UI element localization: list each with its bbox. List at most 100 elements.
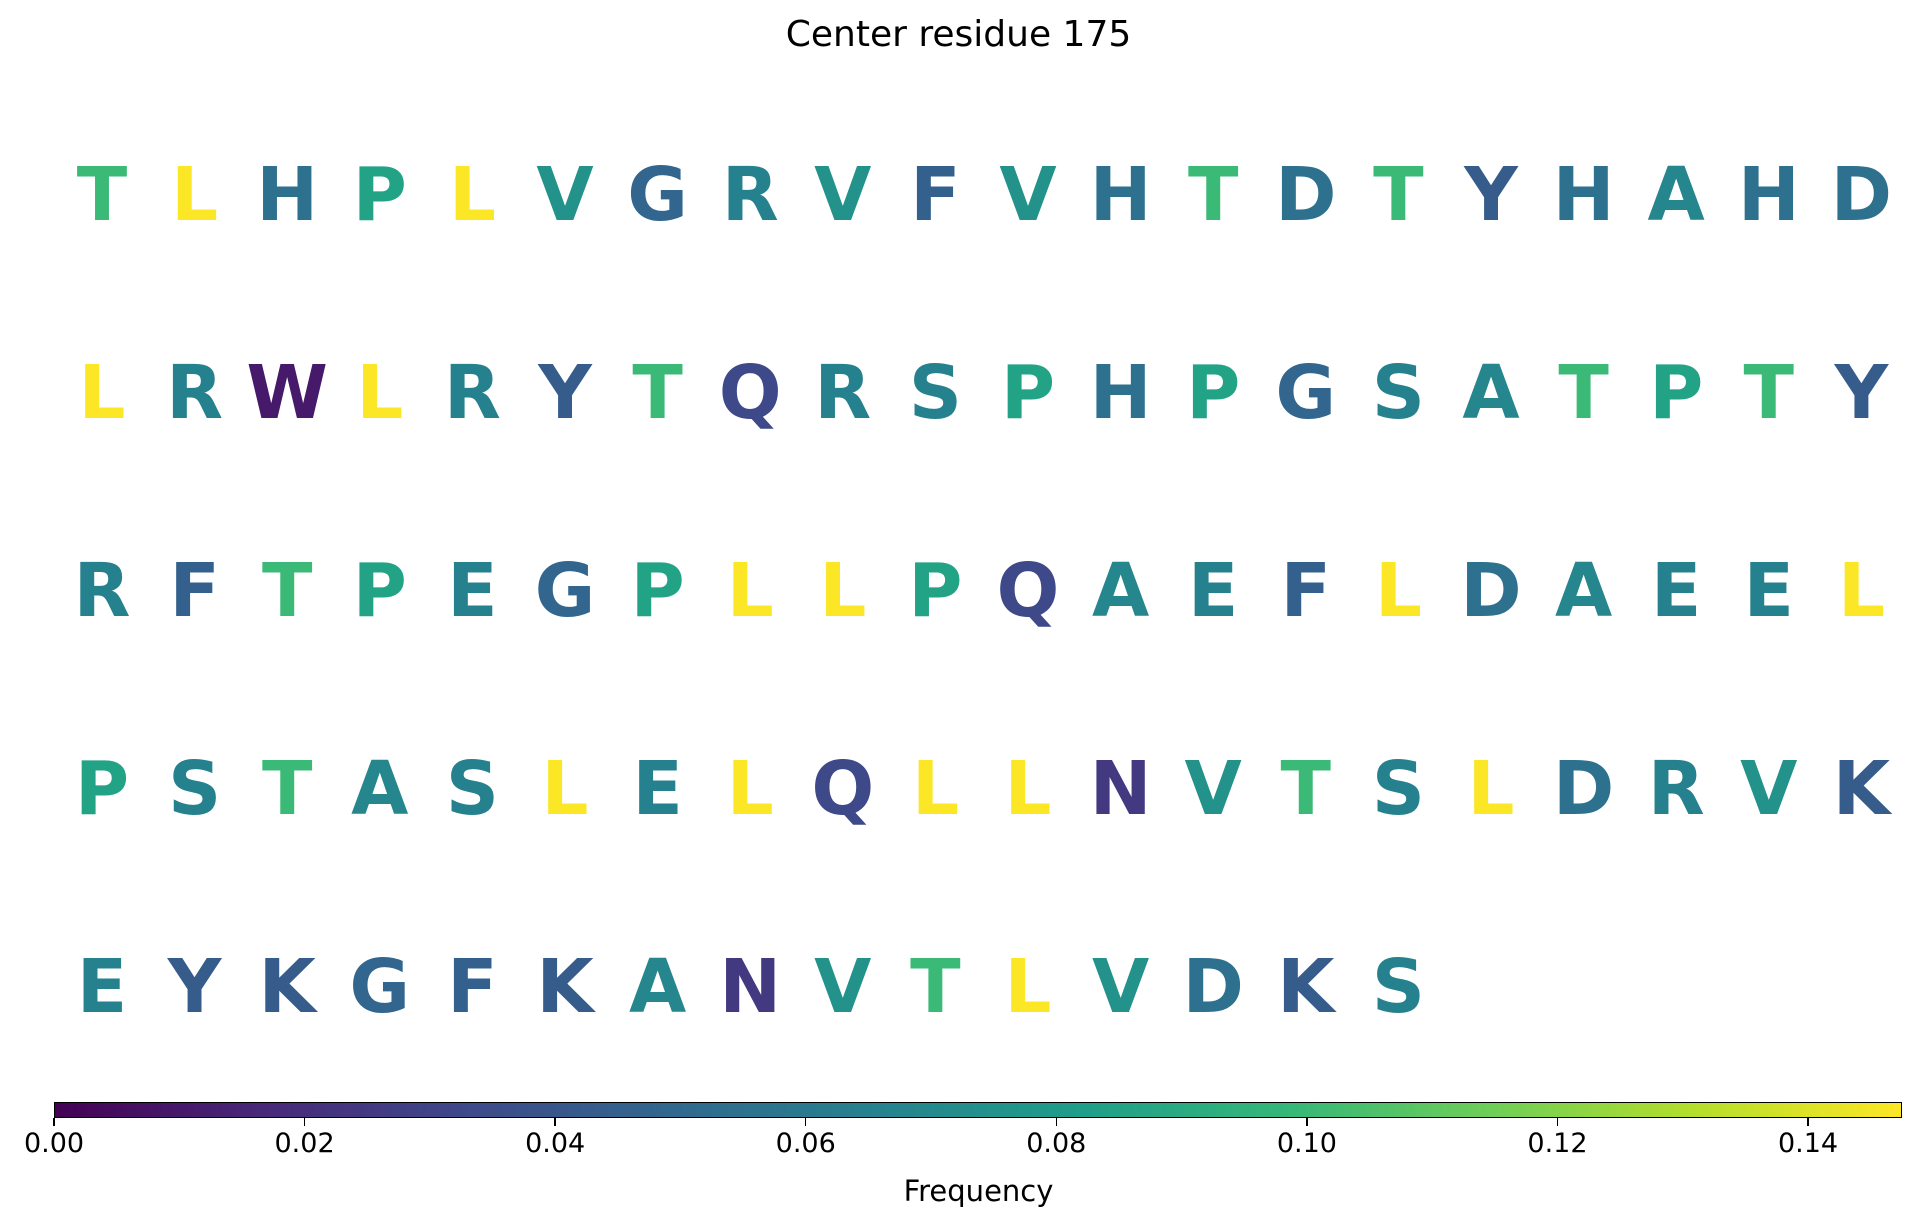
residue-letter: P xyxy=(908,548,963,634)
residue-letter: E xyxy=(447,548,498,634)
residue-letter: E xyxy=(1187,548,1239,634)
residue-letter: A xyxy=(1554,548,1613,634)
residue-letter: S xyxy=(1371,350,1426,436)
residue-letter: T xyxy=(1280,746,1332,832)
residue-letter: S xyxy=(445,746,500,832)
residue-letter: L xyxy=(78,350,126,436)
residue-letter: Y xyxy=(538,350,592,436)
residue-letter: T xyxy=(1187,152,1239,238)
residue-letter: K xyxy=(536,944,594,1030)
residue-letter: F xyxy=(447,944,498,1030)
residue-letter: L xyxy=(726,746,774,832)
residue-letter: F xyxy=(169,548,220,634)
residue-letter: H xyxy=(1552,152,1615,238)
residue-letter: E xyxy=(76,944,128,1030)
residue-letter: L xyxy=(911,746,959,832)
colorbar-tick-label: 0.14 xyxy=(1777,1128,1839,1159)
residue-letter: V xyxy=(1184,746,1242,832)
residue-letter: R xyxy=(443,350,501,436)
residue-letter: F xyxy=(1280,548,1332,634)
residue-letter: A xyxy=(1462,350,1520,436)
residue-letter: S xyxy=(167,746,222,832)
residue-letter: P xyxy=(630,548,685,634)
colorbar-tick xyxy=(53,1118,55,1126)
residue-letter: A xyxy=(1647,152,1705,238)
residue-letter: G xyxy=(534,548,596,634)
residue-letter: A xyxy=(351,746,409,832)
residue-letter: L xyxy=(726,548,774,634)
residue-letter: R xyxy=(166,350,224,436)
colorbar-tick-label: 0.04 xyxy=(525,1128,586,1159)
residue-letter: L xyxy=(356,350,404,436)
residue-letter: T xyxy=(261,548,313,634)
residue-letter: N xyxy=(719,944,782,1030)
residue-letter: H xyxy=(256,152,319,238)
frequency-colorbar xyxy=(54,1102,1902,1118)
residue-letter: L xyxy=(1004,944,1052,1030)
residue-letter: A xyxy=(628,944,687,1030)
residue-letter: S xyxy=(1371,746,1426,832)
residue-letter: T xyxy=(632,350,683,436)
residue-letter: R xyxy=(1647,746,1705,832)
colorbar-tick xyxy=(804,1118,807,1126)
colorbar-tick xyxy=(1556,1118,1559,1126)
residue-letter: V xyxy=(999,152,1057,238)
colorbar-tick xyxy=(1807,1118,1809,1126)
residue-letter: E xyxy=(1743,548,1795,634)
residue-letter: L xyxy=(1004,746,1052,832)
residue-letter: Y xyxy=(167,944,222,1030)
residue-letter: T xyxy=(1558,350,1609,436)
colorbar-label: Frequency xyxy=(903,1174,1054,1208)
residue-letter: A xyxy=(1091,548,1150,634)
residue-letter: S xyxy=(1371,944,1426,1030)
colorbar-tick xyxy=(303,1118,306,1126)
residue-letter: K xyxy=(1832,746,1891,832)
residue-letter: H xyxy=(1089,152,1152,238)
residue-letter: G xyxy=(1275,350,1337,436)
residue-letter: T xyxy=(1743,350,1795,436)
residue-letter: K xyxy=(1277,944,1335,1030)
residue-letter: P xyxy=(352,152,407,238)
residue-letter: H xyxy=(1737,152,1800,238)
residue-letter: H xyxy=(1089,350,1152,436)
residue-letter: S xyxy=(908,350,963,436)
colorbar-tick-label: 0.12 xyxy=(1527,1128,1588,1159)
residue-letter: E xyxy=(632,746,683,832)
residue-letter: P xyxy=(1186,350,1241,436)
residue-letter: N xyxy=(1089,746,1152,832)
residue-letter: G xyxy=(349,944,411,1030)
residue-letter: V xyxy=(814,152,872,238)
residue-letter: P xyxy=(1000,350,1056,436)
residue-letter: R xyxy=(814,350,872,436)
residue-letter: Y xyxy=(1464,152,1518,238)
chart-title: Center residue 175 xyxy=(785,14,1132,55)
residue-letter: L xyxy=(1467,746,1515,832)
colorbar-tick-label: 0.00 xyxy=(23,1128,85,1159)
residue-letter: T xyxy=(76,152,128,238)
residue-letter: T xyxy=(910,944,961,1030)
residue-letter: D xyxy=(1830,152,1893,238)
residue-letter: R xyxy=(73,548,131,634)
residue-letter: Q xyxy=(718,350,782,436)
residue-letter: L xyxy=(819,548,867,634)
residue-letter: D xyxy=(1552,746,1615,832)
residue-letter: D xyxy=(1460,548,1522,634)
residue-letter: L xyxy=(448,152,496,238)
residue-letter: Q xyxy=(996,548,1060,634)
residue-letter: T xyxy=(1373,152,1424,238)
colorbar-tick xyxy=(554,1118,556,1126)
colorbar-tick-label: 0.10 xyxy=(1276,1128,1337,1159)
colorbar-tick-label: 0.06 xyxy=(775,1128,836,1159)
residue-letter: L xyxy=(171,152,219,238)
residue-letter: V xyxy=(536,152,594,238)
colorbar-tick xyxy=(1306,1118,1308,1126)
residue-letter: K xyxy=(258,944,316,1030)
residue-letter: V xyxy=(1091,944,1150,1030)
residue-letter: W xyxy=(246,350,328,436)
residue-letter: R xyxy=(721,152,779,238)
residue-letter: P xyxy=(1649,350,1704,436)
residue-letter: Q xyxy=(811,746,875,832)
colorbar-tick-label: 0.02 xyxy=(274,1128,335,1159)
residue-letter: Y xyxy=(1834,350,1889,436)
